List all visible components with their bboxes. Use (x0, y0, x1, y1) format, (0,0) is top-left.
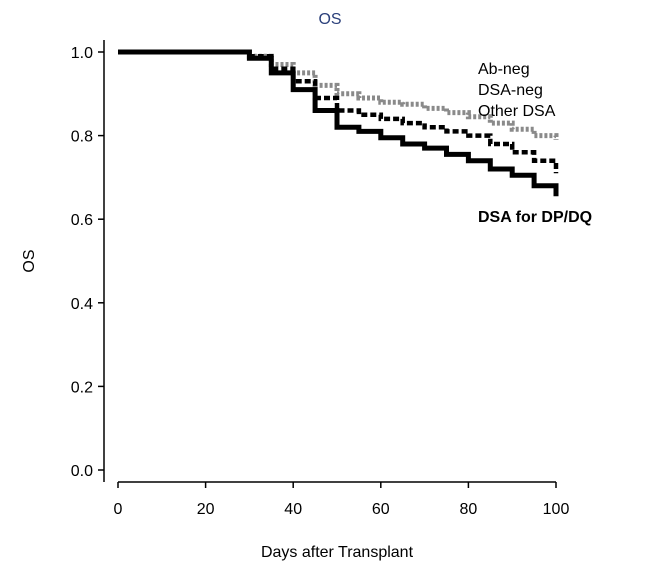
x-axis-label: Days after Transplant (261, 544, 414, 561)
chart-title: OS (318, 11, 341, 28)
x-tick-label: 40 (284, 501, 302, 518)
y-tick-label: 0.4 (71, 296, 93, 313)
series-line-3 (118, 49, 559, 197)
x-tick-label: 80 (460, 501, 478, 518)
y-tick-label: 0.2 (71, 379, 93, 396)
series-group (118, 49, 559, 197)
x-tick-label: 100 (543, 501, 570, 518)
series-label-dsa-dp-dq: DSA for DP/DQ (478, 209, 592, 226)
y-tick-label: 0.0 (71, 463, 93, 480)
x-tick-label: 20 (197, 501, 215, 518)
series-label-ab-neg: Ab-neg (478, 61, 530, 78)
series-line-0 (118, 49, 559, 140)
series-line-1 (118, 49, 559, 174)
series-label-dsa-neg: DSA-neg (478, 82, 543, 99)
x-ticks: 0 20 40 60 80 100 (114, 482, 570, 518)
series-label-other-dsa: Other DSA (478, 103, 556, 120)
y-tick-label: 1.0 (71, 45, 93, 62)
y-tick-label: 0.8 (71, 129, 93, 146)
y-tick-label: 0.6 (71, 212, 93, 229)
y-axis-label: OS (21, 249, 38, 272)
x-tick-label: 60 (372, 501, 390, 518)
y-ticks: 0.0 0.2 0.4 0.6 0.8 1.0 (71, 45, 104, 480)
x-tick-label: 0 (114, 501, 123, 518)
